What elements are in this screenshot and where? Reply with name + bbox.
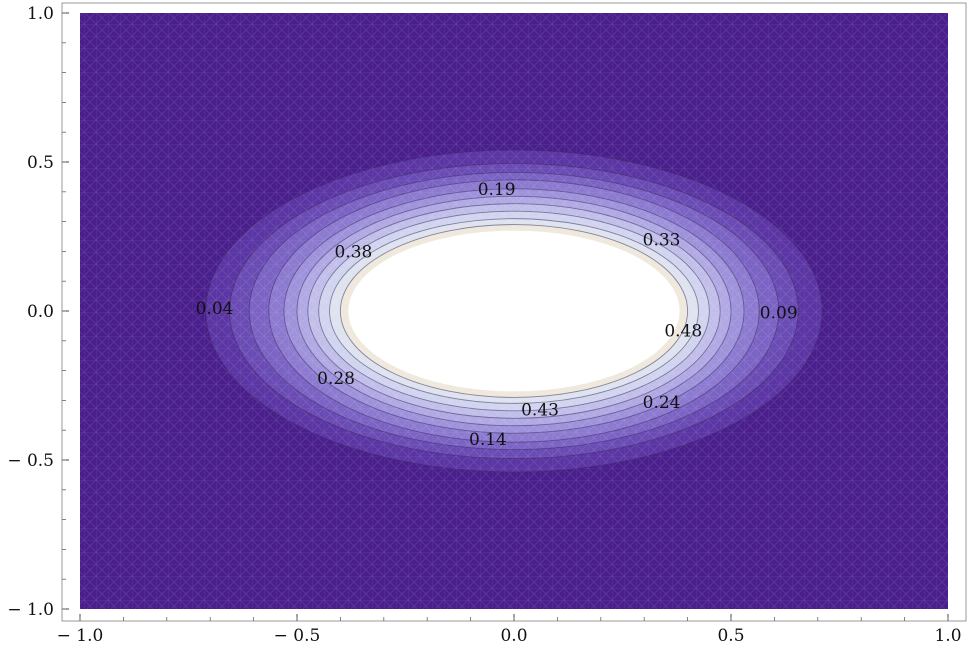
y-tick-label: 1.0 <box>27 4 54 24</box>
contour-line <box>318 210 710 412</box>
contour-value-label: 0.04 <box>196 299 234 319</box>
x-tick-label: − 0.5 <box>274 626 321 646</box>
contour-labels: 0.19 0.33 0.38 0.04 0.09 0.48 0.28 0.24 0.43 0.14 <box>196 180 798 450</box>
contour-value-label: 0.48 <box>664 321 702 341</box>
contour-line <box>229 163 799 459</box>
y-tick-label: 0.0 <box>27 302 54 322</box>
contour-value-label: 0.43 <box>521 400 559 420</box>
x-tick-label: 0.0 <box>500 626 527 646</box>
contour-line <box>307 203 721 419</box>
y-tick-label: − 0.5 <box>7 451 54 471</box>
contour-line <box>296 195 732 427</box>
contour-line <box>329 218 699 404</box>
x-tick-label: − 1.0 <box>57 626 104 646</box>
contour-value-label: 0.19 <box>478 180 516 200</box>
axes: − 1.0 − 0.5 0.0 0.5 1.0 1.0 0.5 0.0 − 0.5 − 1.0 <box>7 4 961 646</box>
contour-value-label: 0.38 <box>334 242 372 262</box>
y-tick-label: 0.5 <box>27 153 54 173</box>
contour-line <box>205 149 823 473</box>
x-tick-label: 1.0 <box>934 626 961 646</box>
mesh-overlay <box>80 13 948 609</box>
contour-value-label: 0.14 <box>469 430 507 450</box>
contour-value-label: 0.28 <box>317 369 355 389</box>
contour-value-label: 0.24 <box>643 393 681 413</box>
contour-value-label: 0.33 <box>643 230 681 250</box>
contour-line <box>248 171 780 451</box>
y-tick-label: − 1.0 <box>7 600 54 620</box>
x-tick-label: 0.5 <box>717 626 744 646</box>
contour-lines <box>205 149 823 473</box>
contour-line <box>283 188 745 434</box>
contour-line <box>339 224 689 398</box>
contour-value-label: 0.09 <box>760 303 798 323</box>
contour-line <box>268 179 760 443</box>
